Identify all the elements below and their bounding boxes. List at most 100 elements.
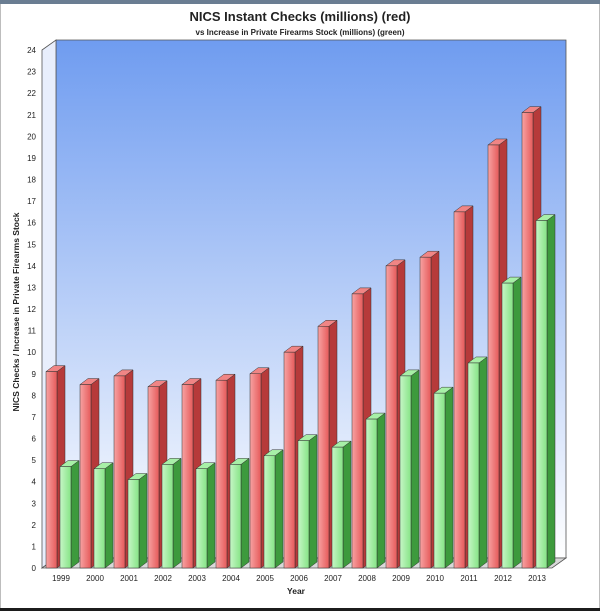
x-tick-label: 2007 <box>324 574 342 583</box>
bar-front-face <box>93 468 106 569</box>
y-tick-label: 3 <box>32 499 37 508</box>
bar-side-face <box>138 473 148 569</box>
x-tick-label: 2008 <box>358 574 376 583</box>
bar-firearms-stock <box>195 462 216 569</box>
x-tick-label: 1999 <box>52 574 70 583</box>
bar-front-face <box>297 440 310 569</box>
y-tick-label: 4 <box>32 478 37 487</box>
x-tick-label: 2003 <box>188 574 206 583</box>
y-tick-label: 15 <box>27 240 36 249</box>
bar-front-face <box>521 112 534 569</box>
y-tick-label: 17 <box>27 197 36 206</box>
bar-firearms-stock <box>365 412 386 569</box>
bar-front-face <box>45 371 58 569</box>
y-tick-label: 9 <box>32 370 37 379</box>
y-tick-label: 22 <box>27 89 36 98</box>
bar-front-face <box>181 384 194 569</box>
bar-front-face <box>453 211 466 569</box>
x-tick-label: 2013 <box>528 574 546 583</box>
bar-front-face <box>113 375 126 569</box>
y-tick-label: 6 <box>32 435 37 444</box>
bar-front-face <box>195 468 208 569</box>
bar-front-face <box>263 455 276 569</box>
bar-front-face <box>249 373 262 569</box>
y-tick-label: 19 <box>27 154 36 163</box>
bar-side-face <box>274 449 284 569</box>
bar-front-face <box>161 464 174 569</box>
bar-front-face <box>127 479 140 569</box>
bar-side-face <box>308 434 318 569</box>
y-tick-label: 21 <box>27 111 36 120</box>
y-tick-label: 18 <box>27 176 36 185</box>
y-tick-label: 11 <box>28 327 37 336</box>
bar-side-face <box>206 462 216 569</box>
x-tick-label: 2002 <box>154 574 172 583</box>
bar-side-face <box>512 276 522 569</box>
chart-title: NICS Instant Checks (millions) (red) <box>189 9 410 24</box>
bar-front-face <box>433 392 446 569</box>
bar-firearms-stock <box>93 462 114 569</box>
y-tick-label: 10 <box>27 348 36 357</box>
bar-front-face <box>365 418 378 569</box>
bar-front-face <box>79 384 92 569</box>
x-tick-label: 2000 <box>86 574 104 583</box>
bar-front-face <box>147 386 160 569</box>
bar-front-face <box>385 265 398 569</box>
y-tick-label: 5 <box>32 456 37 465</box>
x-tick-label: 2011 <box>460 574 478 583</box>
bar-side-face <box>172 457 182 569</box>
bar-firearms-stock <box>467 356 488 569</box>
bar-side-face <box>70 460 80 569</box>
bar-firearms-stock <box>161 457 182 569</box>
bar-front-face <box>487 144 500 569</box>
y-tick-label: 20 <box>27 132 36 141</box>
bar-front-face <box>467 362 480 569</box>
x-tick-label: 2009 <box>392 574 410 583</box>
y-tick-label: 8 <box>32 391 37 400</box>
x-tick-label: 2005 <box>256 574 274 583</box>
x-axis-ticks: 1999 2000 2001 2002 2003 2004 2005 2006 2007 2008… <box>52 574 546 583</box>
window-bottom-edge <box>0 608 600 611</box>
bar-front-face <box>229 464 242 569</box>
y-tick-label: 24 <box>27 46 36 55</box>
y-tick-label: 7 <box>32 413 37 422</box>
bar-front-face <box>501 282 514 569</box>
bar-front-face <box>535 220 548 569</box>
y-tick-label: 0 <box>32 564 37 573</box>
bar-firearms-stock <box>229 457 250 569</box>
bar-firearms-stock <box>263 449 284 569</box>
bar-side-face <box>240 457 250 569</box>
x-tick-label: 2012 <box>494 574 512 583</box>
y-tick-label: 2 <box>32 521 37 530</box>
bar-front-face <box>331 446 344 569</box>
y-tick-label: 13 <box>27 283 36 292</box>
y-tick-label: 16 <box>27 219 36 228</box>
bar-firearms-stock <box>433 386 454 569</box>
chart-subtitle: vs Increase in Private Firearms Stock (m… <box>196 28 405 37</box>
bar-side-face <box>478 356 488 569</box>
bar-firearms-stock <box>501 276 522 569</box>
y-tick-label: 23 <box>27 68 36 77</box>
bar-firearms-stock <box>59 460 80 569</box>
x-axis-label: Year <box>287 586 306 596</box>
bar-front-face <box>283 351 296 569</box>
x-tick-label: 2001 <box>120 574 138 583</box>
y-axis-label: NICS Checks / Increase in Private Firear… <box>11 212 21 411</box>
bar-side-face <box>104 462 114 569</box>
window-top-edge <box>0 0 600 4</box>
y-tick-label: 1 <box>32 542 37 551</box>
bar-front-face <box>59 466 72 569</box>
bar-firearms-stock <box>399 369 420 569</box>
bar-front-face <box>399 375 412 569</box>
bar-firearms-stock <box>127 473 148 569</box>
bar-firearms-stock <box>331 440 352 569</box>
x-tick-label: 2010 <box>426 574 444 583</box>
bar-side-face <box>410 369 420 569</box>
bar-side-face <box>376 412 386 569</box>
bar-side-face <box>444 386 454 569</box>
y-tick-label: 14 <box>27 262 36 271</box>
bars <box>45 106 556 569</box>
bar-firearms-stock <box>535 214 556 569</box>
bar-front-face <box>419 256 432 569</box>
